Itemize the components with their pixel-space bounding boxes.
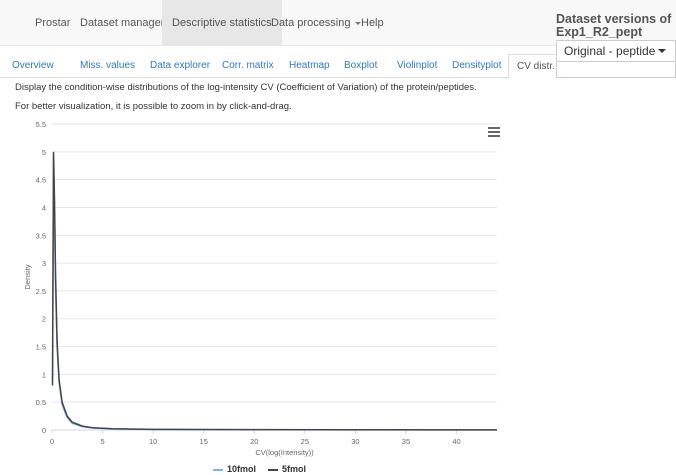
top-navbar: Prostar Dataset manager Descriptive stat… bbox=[0, 0, 676, 46]
nav-brand-prostar[interactable]: Prostar bbox=[25, 0, 80, 46]
y-tick-label: 4.5 bbox=[36, 176, 46, 185]
chevron-down-icon bbox=[658, 49, 666, 53]
y-tick-label: 2 bbox=[42, 315, 46, 324]
tab-boxplot[interactable]: Boxplot bbox=[344, 60, 378, 71]
nav-descriptive-statistics-label: Descriptive statistics bbox=[172, 17, 272, 29]
y-tick-label: 5 bbox=[42, 148, 46, 157]
tab-densityplot[interactable]: Densityplot bbox=[452, 60, 502, 71]
y-tick-label: 0 bbox=[42, 426, 46, 435]
chart-menu-icon[interactable] bbox=[488, 127, 500, 137]
chevron-down-icon bbox=[354, 21, 361, 25]
cv-description: Display the condition-wise distributions… bbox=[15, 82, 477, 93]
x-tick-label: 35 bbox=[402, 437, 410, 446]
cv-density-chart[interactable]: 0 0.5 1 1.5 2 2.5 3 3.5 4 4.5 5 5.5 0 5 10 15 20 25 30 35 40… bbox=[0, 115, 676, 465]
legend-label-5fmol: 5fmol bbox=[282, 464, 307, 474]
dataset-version-select[interactable]: Original - peptide bbox=[556, 40, 676, 62]
tab-corr-matrix[interactable]: Corr. matrix bbox=[222, 60, 274, 71]
x-axis-title: CV(log(Intensity)) bbox=[255, 448, 314, 457]
x-tick-label: 0 bbox=[50, 437, 54, 446]
y-tick-label: 5.5 bbox=[36, 120, 46, 129]
zoom-hint: For better visualization, it is possible… bbox=[15, 101, 292, 112]
legend-item-5fmol[interactable]: 5fmol bbox=[268, 464, 306, 474]
dataset-version-selected-label: Original - peptide bbox=[564, 44, 656, 58]
x-tick-label: 10 bbox=[149, 437, 157, 446]
x-tick-label: 5 bbox=[100, 437, 104, 446]
legend-swatch-10fmol bbox=[213, 468, 223, 471]
y-axis-title: Density bbox=[23, 264, 32, 289]
nav-descriptive-statistics[interactable]: Descriptive statistics bbox=[162, 0, 282, 46]
dataset-version-dropdown-panel bbox=[556, 62, 676, 78]
series-line-5fmol bbox=[51, 151, 498, 431]
tab-violinplot[interactable]: Violinplot bbox=[397, 60, 438, 71]
legend-item-10fmol[interactable]: 10fmol bbox=[213, 464, 256, 474]
nav-help-label: Help bbox=[361, 17, 384, 29]
nav-dataset-manager-label: Dataset manager bbox=[80, 17, 165, 29]
y-tick-label: 1.5 bbox=[36, 343, 46, 352]
tab-data-explorer[interactable]: Data explorer bbox=[150, 60, 211, 71]
x-tick-label: 20 bbox=[250, 437, 258, 446]
tab-overview[interactable]: Overview bbox=[12, 60, 54, 71]
x-tick-label: 40 bbox=[452, 437, 460, 446]
nav-brand-label: Prostar bbox=[35, 17, 71, 29]
y-tick-label: 3 bbox=[42, 259, 46, 268]
legend-label-10fmol: 10fmol bbox=[227, 464, 257, 474]
tab-miss-values[interactable]: Miss. values bbox=[80, 60, 136, 71]
x-tick-label: 25 bbox=[301, 437, 309, 446]
y-tick-label: 4 bbox=[42, 203, 46, 212]
dataset-versions-title: Dataset versions of Exp1_R2_pept bbox=[556, 12, 672, 39]
tab-bar: Overview Miss. values Data explorer Corr… bbox=[0, 54, 676, 79]
tab-cv-distr[interactable]: CV distr. bbox=[508, 54, 564, 79]
nav-data-processing[interactable]: Data processing bbox=[261, 0, 371, 46]
legend-swatch-5fmol bbox=[268, 468, 278, 471]
series-line-10fmol bbox=[51, 157, 497, 431]
y-tick-label: 2.5 bbox=[36, 287, 46, 296]
nav-help[interactable]: Help bbox=[351, 0, 394, 46]
tab-heatmap[interactable]: Heatmap bbox=[289, 60, 330, 71]
y-tick-label: 3.5 bbox=[36, 231, 46, 240]
y-tick-label: 1 bbox=[42, 370, 46, 379]
x-tick-label: 15 bbox=[200, 437, 208, 446]
x-tick-label: 30 bbox=[351, 437, 359, 446]
nav-data-processing-label: Data processing bbox=[271, 17, 351, 29]
y-tick-label: 0.5 bbox=[36, 398, 46, 407]
